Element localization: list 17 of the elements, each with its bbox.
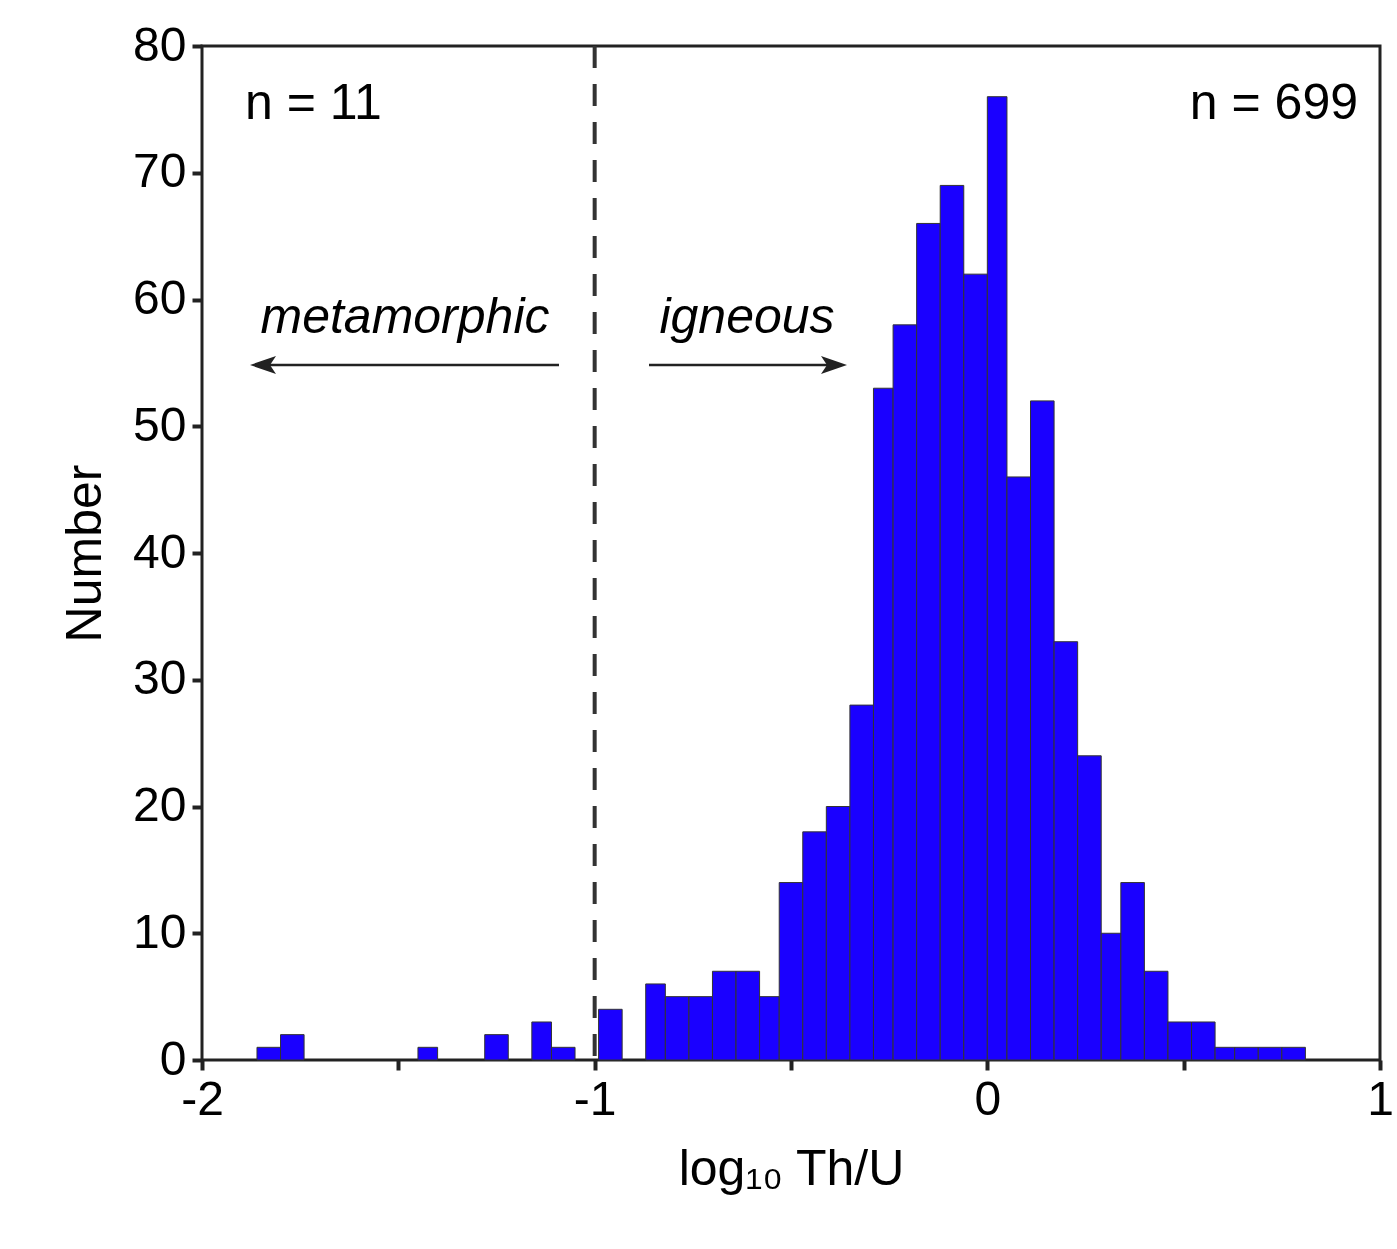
y-tick-label: 20 (133, 778, 187, 831)
x-axis-title: log₁₀ Th/U (678, 1139, 905, 1196)
y-tick-label: 70 (133, 144, 187, 198)
annotation: n = 699 (1189, 74, 1358, 130)
x-tick-label: 1 (1367, 1071, 1394, 1125)
y-tick-label: 80 (133, 17, 187, 71)
y-axis-title: Number (56, 464, 113, 643)
annotation: metamorphic (260, 288, 550, 344)
x-tick-label: 0 (974, 1071, 1002, 1125)
y-tick-label: 40 (133, 524, 187, 578)
x-tick-label: -1 (573, 1071, 617, 1125)
y-tick-label: 30 (133, 651, 187, 705)
y-tick-label: 60 (133, 271, 187, 324)
y-tick-label: 10 (133, 904, 187, 958)
annotation: igneous (659, 288, 835, 344)
y-tick-label: 50 (133, 397, 187, 451)
annotation: n = 11 (245, 74, 382, 130)
